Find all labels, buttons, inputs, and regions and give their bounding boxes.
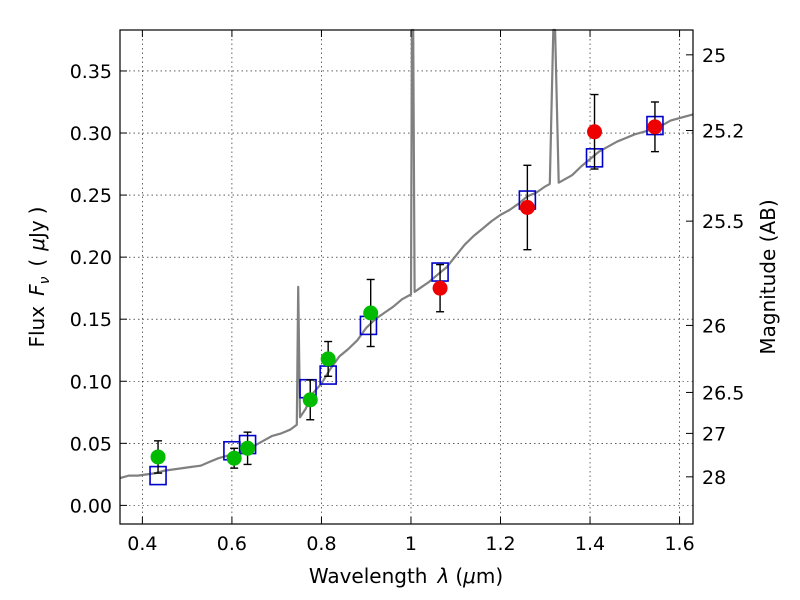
y-axis-label-symbol: F: [25, 284, 49, 296]
y-tick-label: 0.05: [70, 433, 112, 455]
x-tick-label: 0.8: [306, 533, 336, 555]
y2-tick-label: 25.5: [702, 211, 744, 233]
y-axis-label-unit-close: ): [25, 206, 49, 214]
y-tick-label: 0.30: [70, 123, 112, 145]
y-tick-label: 0.00: [70, 495, 112, 517]
data-point-green: [320, 351, 336, 367]
y-axis-label-subscript: ν: [37, 276, 53, 284]
y2-tick-label: 26.5: [702, 382, 744, 404]
x-tick-label: 0.4: [127, 533, 157, 555]
y-axis-label-unit-rest: Jy: [25, 220, 49, 240]
y-tick-label: 0.15: [70, 309, 112, 331]
y-axis-label: Flux Fν ( μJy): [25, 206, 53, 347]
x-tick-label: 1.4: [575, 533, 605, 555]
x-axis-label-unit-rest: m): [476, 564, 503, 588]
axis-ticks: 0.4 0.6 0.8 1 1.2 1.4 1.6 0.00 0.05 0.10 0.15 0.20 0…: [70, 30, 744, 555]
x-axis-label-symbol: λ: [436, 564, 449, 588]
y2-tick-label: 26: [702, 315, 726, 337]
x-tick-label: 0.6: [217, 533, 247, 555]
y-axis-label-unit-open: (: [25, 259, 49, 267]
x-axis-label: Wavelength λ (μm): [309, 564, 503, 588]
data-point-green: [226, 450, 242, 466]
y-axis-label-unit-mu: μ: [25, 238, 49, 252]
x-axis-label-unit-open: (: [455, 564, 463, 588]
y2-tick-label: 25: [702, 45, 726, 67]
data-point-red: [519, 199, 535, 215]
data-point-green: [150, 449, 166, 465]
measured-points-layer: [150, 119, 663, 466]
y2-tick-label: 28: [702, 467, 726, 489]
y2-axis-label: Magnitude (AB): [756, 199, 780, 354]
x-tick-label: 1.6: [664, 533, 694, 555]
x-tick-label: 1: [405, 533, 417, 555]
y2-tick-label: 25.2: [702, 121, 744, 143]
y-tick-label: 0.25: [70, 185, 112, 207]
y-tick-label: 0.35: [70, 61, 112, 83]
y-axis-label-text: Flux: [25, 306, 49, 348]
x-tick-label: 1.2: [485, 533, 515, 555]
data-point-red: [432, 280, 448, 296]
x-axis-label-unit-mu: μ: [462, 564, 476, 588]
data-point-red: [647, 119, 663, 135]
data-point-green: [240, 440, 256, 456]
plot-frame: [119, 29, 694, 525]
y-tick-label: 0.20: [70, 247, 112, 269]
data-point-green: [302, 392, 318, 408]
data-point-red: [587, 124, 603, 140]
y2-tick-label: 27: [702, 423, 726, 445]
y-tick-label: 0.10: [70, 371, 112, 393]
plot-background: [120, 30, 693, 524]
x-axis-label-text: Wavelength: [309, 564, 428, 588]
data-point-green: [363, 305, 379, 321]
